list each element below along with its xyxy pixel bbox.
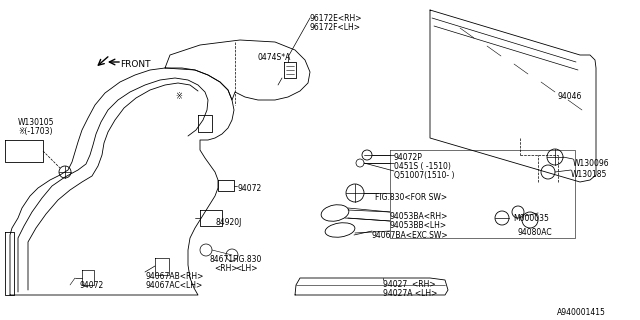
Text: 0474S*A: 0474S*A bbox=[258, 53, 291, 62]
Text: FRONT: FRONT bbox=[120, 60, 150, 69]
Text: 94027  <RH>: 94027 <RH> bbox=[383, 280, 436, 289]
Text: <LH>: <LH> bbox=[235, 264, 257, 273]
Text: 94080AC: 94080AC bbox=[517, 228, 552, 237]
Text: 94072P: 94072P bbox=[394, 153, 423, 162]
Text: 94027A <LH>: 94027A <LH> bbox=[383, 289, 437, 298]
Text: 84671: 84671 bbox=[210, 255, 234, 264]
Text: 94046: 94046 bbox=[558, 92, 582, 101]
Text: W130105: W130105 bbox=[18, 118, 54, 127]
Text: Q51007(1510- ): Q51007(1510- ) bbox=[394, 171, 454, 180]
Text: 96172E<RH>: 96172E<RH> bbox=[310, 14, 362, 23]
Text: 0451S ( -1510): 0451S ( -1510) bbox=[394, 162, 451, 171]
Text: ※: ※ bbox=[175, 92, 182, 101]
Text: <RH>: <RH> bbox=[214, 264, 237, 273]
Text: FIG.830: FIG.830 bbox=[232, 255, 261, 264]
Text: 94072: 94072 bbox=[80, 281, 104, 290]
Text: ※(-1703): ※(-1703) bbox=[18, 127, 52, 136]
Text: 94067AC<LH>: 94067AC<LH> bbox=[145, 281, 202, 290]
Text: 84920J: 84920J bbox=[215, 218, 241, 227]
Text: FIG.830<FOR SW>: FIG.830<FOR SW> bbox=[375, 193, 447, 202]
Text: 94053BB<LH>: 94053BB<LH> bbox=[390, 221, 447, 230]
Text: M000035: M000035 bbox=[513, 214, 549, 223]
Text: 94067BA<EXC.SW>: 94067BA<EXC.SW> bbox=[372, 231, 449, 240]
Text: 94072: 94072 bbox=[237, 184, 261, 193]
Text: 94067AB<RH>: 94067AB<RH> bbox=[145, 272, 204, 281]
Text: 96172F<LH>: 96172F<LH> bbox=[310, 23, 361, 32]
Text: 94053BA<RH>: 94053BA<RH> bbox=[390, 212, 449, 221]
Text: W130096: W130096 bbox=[573, 159, 610, 168]
Text: W130185: W130185 bbox=[571, 170, 607, 179]
Text: A940001415: A940001415 bbox=[557, 308, 606, 317]
